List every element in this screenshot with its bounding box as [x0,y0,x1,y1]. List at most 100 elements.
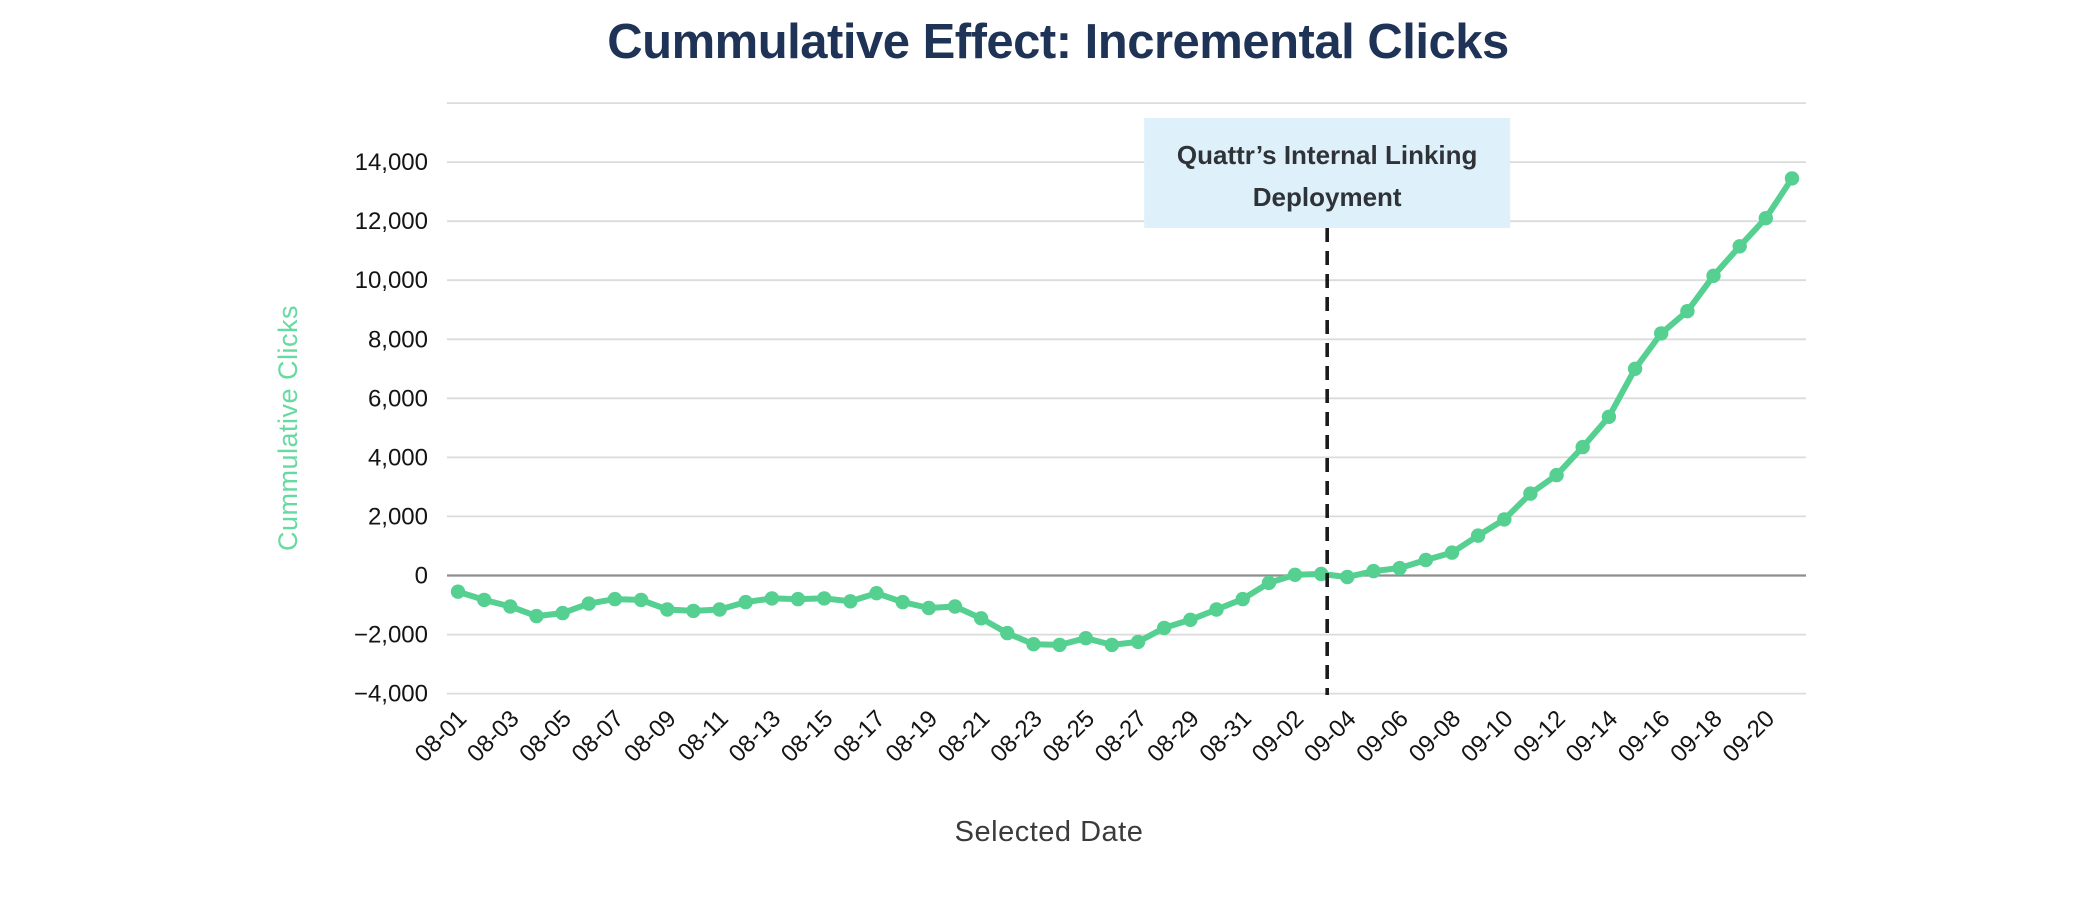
x-tick-label: 09-08 [1404,705,1467,768]
data-point [633,592,649,608]
data-point [1366,563,1381,579]
data-point [1314,566,1329,582]
data-point [1104,637,1120,653]
x-tick-label: 08-15 [776,705,839,768]
data-point [1601,409,1617,424]
gridlines [447,102,1806,695]
data-point [1340,569,1355,585]
x-axis-tick-labels: 08-0108-0308-0508-0708-0908-1108-1308-15… [410,705,1780,768]
y-tick-label: 0 [415,563,428,590]
y-tick-label: 4,000 [368,444,428,471]
y-axis-tick-labels: −4,000 −2,000 0 2,000 4,000 6,000 8,000 10,000 1… [354,149,428,708]
data-point [869,586,884,601]
x-tick-label: 08-29 [1142,705,1205,768]
data-point [450,584,466,599]
series-group [450,171,1800,653]
x-tick-label: 09-06 [1351,705,1414,768]
y-axis-title: Cummulative Clicks [273,305,303,551]
data-point [1130,634,1146,650]
x-tick-label: 08-27 [1090,705,1153,768]
y-tick-label: 8,000 [368,326,428,353]
data-point [607,591,623,607]
data-point [1418,552,1434,568]
data-point [712,602,727,617]
x-tick-label: 09-16 [1613,705,1676,768]
data-point [555,605,570,621]
data-point [1183,612,1198,627]
x-tick-label: 09-04 [1299,705,1362,768]
x-tick-label: 08-01 [410,705,473,768]
chart-title: Cummulative Effect: Incremental Clicks [607,15,1509,69]
series-path [455,175,1795,648]
data-point [1680,304,1695,319]
y-tick-label: 2,000 [368,503,428,530]
data-point [947,599,963,614]
data-point [1523,486,1538,501]
data-point [529,608,544,624]
x-tick-label: 08-03 [462,705,525,768]
x-tick-label: 08-13 [724,705,787,768]
y-tick-label: −4,000 [354,681,428,708]
x-tick-label: 08-23 [985,705,1048,768]
data-point [1549,467,1564,483]
data-point [1287,567,1303,582]
x-tick-label: 08-17 [828,705,891,768]
x-tick-label: 09-12 [1508,705,1571,768]
x-tick-label: 09-20 [1718,705,1781,768]
x-tick-label: 09-14 [1561,705,1624,768]
x-tick-label: 09-10 [1456,705,1519,768]
data-point [581,596,596,611]
data-point [1575,439,1590,455]
x-tick-label: 08-25 [1038,705,1101,768]
data-point [764,591,780,606]
data-point [1758,211,1774,226]
x-tick-label: 08-21 [933,705,996,768]
annotation-box [1144,118,1511,228]
data-point [1706,268,1721,283]
data-point [1078,631,1094,646]
data-point [477,592,492,608]
y-tick-label: 10,000 [355,267,428,294]
y-tick-label: 12,000 [355,208,428,235]
y-tick-label: 6,000 [368,385,428,412]
data-point [1235,591,1250,607]
data-point [843,594,858,609]
data-point [1209,602,1224,617]
x-tick-label: 08-05 [514,705,577,768]
data-point [1444,545,1460,560]
x-axis-title: Selected Date [955,816,1144,848]
y-tick-label: −2,000 [354,622,428,649]
data-point [660,602,675,617]
data-point [1261,575,1277,591]
data-point [1026,637,1041,652]
x-tick-label: 08-31 [1194,705,1257,768]
x-tick-label: 08-09 [619,705,682,768]
data-point [503,599,518,614]
data-point [921,600,936,616]
data-point [1000,625,1015,641]
data-point [738,594,753,610]
x-tick-label: 08-11 [673,705,734,766]
data-point [1654,326,1669,341]
x-tick-label: 09-02 [1247,705,1310,768]
data-point [1627,361,1643,376]
data-point [686,603,701,619]
y-tick-label: 14,000 [355,149,428,176]
data-point [1732,239,1747,254]
annotation-text-line1: Quattr’s Internal Linking [1177,140,1477,170]
data-point [817,591,832,606]
x-tick-label: 09-18 [1665,705,1728,768]
data-point [1784,171,1800,186]
data-point [1470,528,1486,543]
data-point [895,594,910,610]
x-tick-label: 08-07 [567,705,630,768]
data-point [1052,637,1067,653]
data-point [790,591,806,607]
data-point [1392,560,1407,576]
data-point [1497,512,1512,527]
annotation-text-line2: Deployment [1253,182,1402,212]
x-tick-label: 08-19 [881,705,944,768]
data-point [1157,620,1172,636]
